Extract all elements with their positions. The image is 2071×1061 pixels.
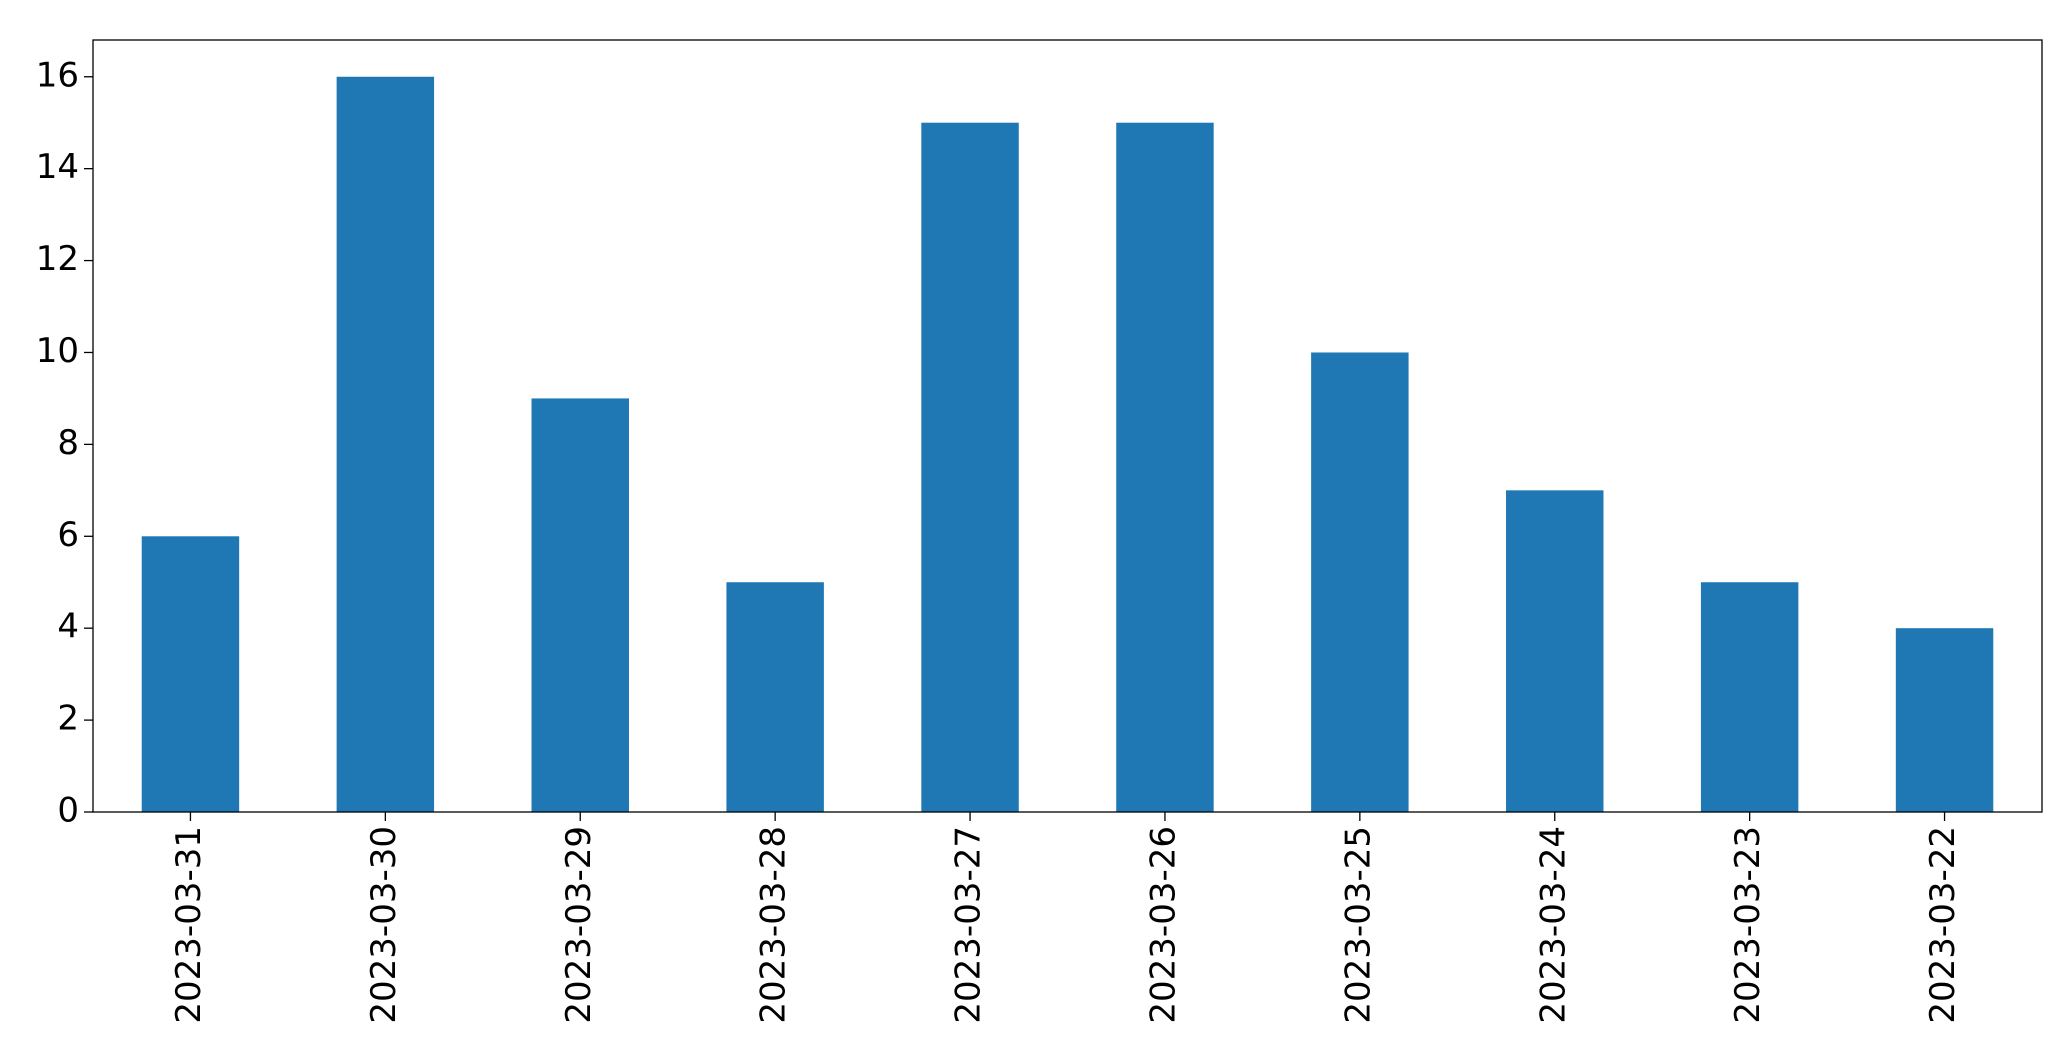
x-tick-label: 2023-03-31 bbox=[169, 826, 209, 1024]
x-tick-label: 2023-03-27 bbox=[949, 826, 989, 1024]
x-tick-label: 2023-03-25 bbox=[1338, 826, 1378, 1024]
y-tick-label: 2 bbox=[57, 699, 79, 739]
bar bbox=[531, 398, 629, 812]
y-tick-label: 10 bbox=[36, 331, 79, 371]
plot-frame bbox=[92, 39, 2043, 813]
x-tick-label: 2023-03-30 bbox=[364, 826, 404, 1024]
bar bbox=[726, 582, 824, 812]
x-tick-label: 2023-03-28 bbox=[754, 826, 794, 1024]
y-tick-label: 0 bbox=[57, 791, 79, 831]
bar bbox=[1895, 628, 1994, 812]
bar bbox=[1116, 122, 1214, 812]
bar bbox=[921, 122, 1019, 812]
x-tick-label: 2023-03-22 bbox=[1923, 826, 1963, 1024]
y-tick-label: 4 bbox=[57, 607, 79, 647]
bar bbox=[141, 536, 240, 812]
bar bbox=[336, 76, 435, 812]
x-tick-label: 2023-03-26 bbox=[1143, 826, 1183, 1024]
x-tick-label: 2023-03-29 bbox=[559, 826, 599, 1024]
y-tick-label: 14 bbox=[36, 147, 79, 187]
y-tick-label: 6 bbox=[57, 515, 79, 555]
y-tick-label: 8 bbox=[57, 423, 79, 463]
bar bbox=[1506, 490, 1604, 812]
y-tick-label: 16 bbox=[36, 55, 79, 95]
x-tick-label: 2023-03-24 bbox=[1533, 826, 1573, 1024]
bar bbox=[1700, 582, 1799, 812]
bar bbox=[1311, 352, 1409, 812]
x-tick-label: 2023-03-23 bbox=[1728, 826, 1768, 1024]
y-tick-label: 12 bbox=[36, 239, 79, 279]
